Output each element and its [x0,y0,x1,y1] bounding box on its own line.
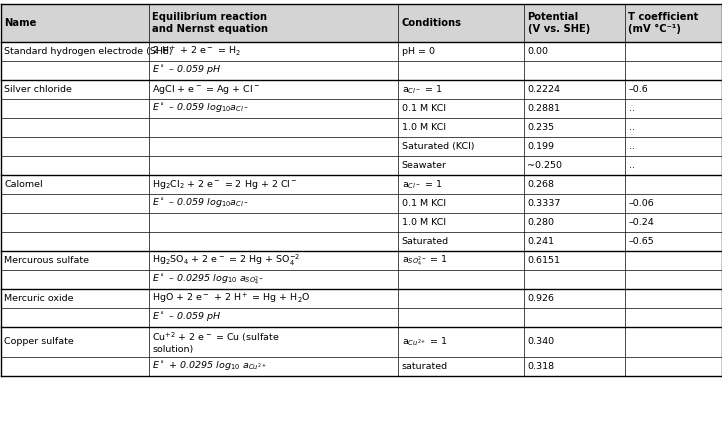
Text: HgO + 2 e$^-$ + 2 H$^+$ = Hg + H$_2$O: HgO + 2 e$^-$ + 2 H$^+$ = Hg + H$_2$O [152,291,311,305]
Text: 0.00: 0.00 [528,47,549,56]
Text: Hg$_2$Cl$_2$ + 2 e$^-$ = 2 Hg + 2 Cl$^-$: Hg$_2$Cl$_2$ + 2 e$^-$ = 2 Hg + 2 Cl$^-$ [152,178,298,191]
Text: 0.2881: 0.2881 [528,104,560,113]
Text: a$_{Cl^-}$ = 1: a$_{Cl^-}$ = 1 [401,83,442,96]
Text: 0.1 M KCl: 0.1 M KCl [401,199,445,208]
Text: 0.340: 0.340 [528,337,554,346]
Text: Equilibrium reaction
and Nernst equation: Equilibrium reaction and Nernst equation [152,12,269,34]
Text: pH = 0: pH = 0 [401,47,435,56]
Text: 0.280: 0.280 [528,218,554,227]
Text: Saturated (KCl): Saturated (KCl) [401,142,474,151]
Text: –0.6: –0.6 [628,85,648,94]
Bar [1,4,721,42]
Text: $E^\circ$ – 0.059 log$_{10}$a$_{Cl^-}$: $E^\circ$ – 0.059 log$_{10}$a$_{Cl^-}$ [152,197,250,210]
Text: $E^\circ$ – 0.059 log$_{10}$a$_{Cl^-}$: $E^\circ$ – 0.059 log$_{10}$a$_{Cl^-}$ [152,102,250,115]
Text: 0.3337: 0.3337 [528,199,561,208]
Text: AgCl + e$^-$ = Ag + Cl$^-$: AgCl + e$^-$ = Ag + Cl$^-$ [152,83,261,96]
Text: –0.06: –0.06 [628,199,654,208]
Text: Mercurous sulfate: Mercurous sulfate [4,256,90,265]
Text: T coefficient
(mV °C⁻¹): T coefficient (mV °C⁻¹) [628,12,699,34]
Text: 0.318: 0.318 [528,362,554,371]
Text: $E^\circ$ – 0.059 pH: $E^\circ$ – 0.059 pH [152,311,222,324]
Text: 1.0 M KCl: 1.0 M KCl [401,123,445,132]
Text: Calomel: Calomel [4,180,43,189]
Text: $E^\circ$ – 0.0295 log$_{10}$ a$_{SO_4^{2-}}$: $E^\circ$ – 0.0295 log$_{10}$ a$_{SO_4^{… [152,272,265,287]
Text: –0.24: –0.24 [628,218,654,227]
Text: ..: .. [628,123,635,132]
Text: a$_{Cu^{2+}}$ = 1: a$_{Cu^{2+}}$ = 1 [401,336,447,348]
Text: Seawater: Seawater [401,161,446,170]
Text: 0.199: 0.199 [528,142,554,151]
Text: Silver chloride: Silver chloride [4,85,72,94]
Text: a$_{Cl^-}$ = 1: a$_{Cl^-}$ = 1 [401,178,442,191]
Text: Potential
(V vs. SHE): Potential (V vs. SHE) [528,12,590,34]
Text: $E^\circ$ – 0.059 pH: $E^\circ$ – 0.059 pH [152,64,222,77]
Text: 0.2224: 0.2224 [528,85,560,94]
Text: Hg$_2$SO$_4$ + 2 e$^-$ = 2 Hg + SO$_4^{-2}$: Hg$_2$SO$_4$ + 2 e$^-$ = 2 Hg + SO$_4^{-… [152,253,300,268]
Text: ..: .. [628,142,635,151]
Text: ..: .. [628,104,635,113]
Text: Saturated: Saturated [401,237,448,246]
Text: 0.6151: 0.6151 [528,256,560,265]
Text: ~0.250: ~0.250 [528,161,562,170]
Text: a$_{SO_4^{2-}}$ = 1: a$_{SO_4^{2-}}$ = 1 [401,254,448,268]
Text: Name: Name [4,18,37,28]
Text: saturated: saturated [401,362,448,371]
Text: Conditions: Conditions [401,18,461,28]
Text: 0.926: 0.926 [528,294,554,303]
Text: 0.235: 0.235 [528,123,554,132]
Text: –0.65: –0.65 [628,237,654,246]
Text: Mercuric oxide: Mercuric oxide [4,294,74,303]
Text: 0.268: 0.268 [528,180,554,189]
Text: 0.1 M KCl: 0.1 M KCl [401,104,445,113]
Text: Cu$^{+2}$ + 2 e$^-$ = Cu (sulfate
solution): Cu$^{+2}$ + 2 e$^-$ = Cu (sulfate soluti… [152,330,280,354]
Text: Standard hydrogen electrode (SHE): Standard hydrogen electrode (SHE) [4,47,173,56]
Bar [1,42,721,376]
Text: ..: .. [628,161,635,170]
Text: Copper sulfate: Copper sulfate [4,337,74,346]
Text: $E^\circ$ + 0.0295 log$_{10}$ a$_{Cu^{2+}}$: $E^\circ$ + 0.0295 log$_{10}$ a$_{Cu^{2+… [152,360,267,373]
Text: 2 H$^+$ + 2 e$^-$ = H$_2$: 2 H$^+$ + 2 e$^-$ = H$_2$ [152,44,241,58]
Text: 1.0 M KCl: 1.0 M KCl [401,218,445,227]
Text: 0.241: 0.241 [528,237,554,246]
